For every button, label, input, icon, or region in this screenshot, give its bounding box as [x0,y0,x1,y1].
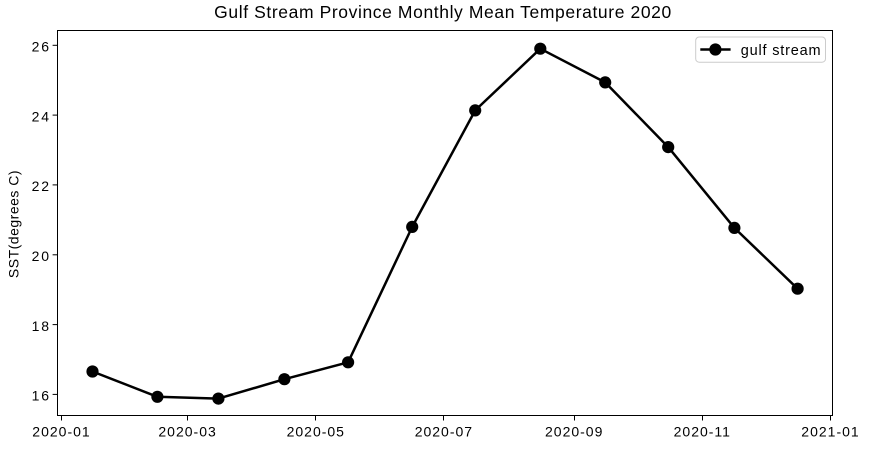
svg-text:Gulf Stream Province Monthly M: Gulf Stream Province Monthly Mean Temper… [214,2,672,22]
svg-text:2021-01: 2021-01 [801,423,859,439]
svg-text:2020-01: 2020-01 [32,423,90,439]
svg-text:18: 18 [32,318,51,334]
svg-text:20: 20 [32,248,51,264]
svg-text:16: 16 [32,388,51,404]
svg-text:2020-11: 2020-11 [674,423,731,439]
svg-text:24: 24 [32,108,51,124]
svg-text:SST(degrees C): SST(degrees C) [6,170,22,278]
svg-text:gulf stream: gulf stream [741,43,822,59]
svg-text:22: 22 [32,178,51,194]
svg-text:2020-09: 2020-09 [545,423,603,439]
svg-text:2020-07: 2020-07 [415,423,473,439]
svg-text:26: 26 [32,39,51,55]
svg-text:2020-05: 2020-05 [287,423,345,439]
svg-text:2020-03: 2020-03 [158,423,216,439]
